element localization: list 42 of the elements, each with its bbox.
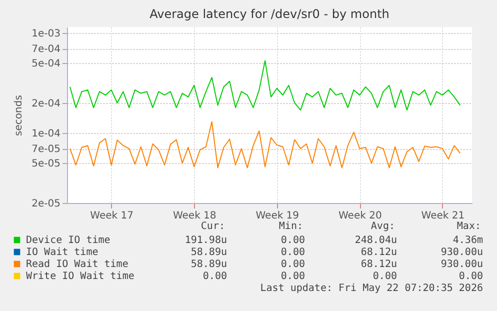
line-series [69,121,461,168]
text: 930.00u [440,259,483,270]
y-tick-label: 5e-05 [32,158,60,170]
x-tick-label: Week 19 [256,210,300,222]
x-tick-label: Week 18 [172,210,216,222]
text: 248.04u [354,235,397,246]
text: Cur: [200,221,225,232]
y-tick-label: 7e-05 [32,144,60,156]
chart-title: Average latency for /dev/sr0 - by month [150,7,390,21]
text: 191.98u [184,235,227,246]
y-tick-label: 5e-04 [32,58,60,70]
text: 68.12u [360,247,397,258]
x-tick-label: Week 17 [90,210,134,222]
y-tick-label: 2e-04 [32,98,60,110]
text: Min: [278,221,303,232]
text: 0.00 [280,235,305,246]
legend-label: Write IO Wait time [26,271,134,282]
legend-label: IO Wait time [26,247,98,258]
y-tick-label: 1e-04 [32,128,60,140]
legend-label: Read IO Wait time [26,259,128,270]
y-tick-label: 2e-05 [32,198,60,210]
text: 0.00 [280,259,305,270]
text: 0.00 [458,271,483,282]
legend-label: Device IO time [26,235,110,246]
x-tick-label: Week 20 [338,210,382,222]
text: 0.00 [280,247,305,258]
text: Max: [456,221,481,232]
y-axis-title: seconds [14,95,25,136]
text: 58.89u [190,247,227,258]
text: Last update: Fri May 22 07:20:35 2026 [260,283,483,294]
text: Avg: [370,221,395,232]
x-tick-label: Week 21 [421,210,465,222]
text: 0.00 [202,271,227,282]
text: 4.36m [452,235,483,246]
text: 68.12u [360,259,397,270]
text: 930.00u [440,247,483,258]
text: 0.00 [280,271,305,282]
y-tick-label: 1e-03 [32,28,60,40]
line-series [69,60,461,111]
y-tick-label: 7e-04 [32,44,60,56]
text: 58.89u [190,259,227,270]
text: 0.00 [372,271,397,282]
